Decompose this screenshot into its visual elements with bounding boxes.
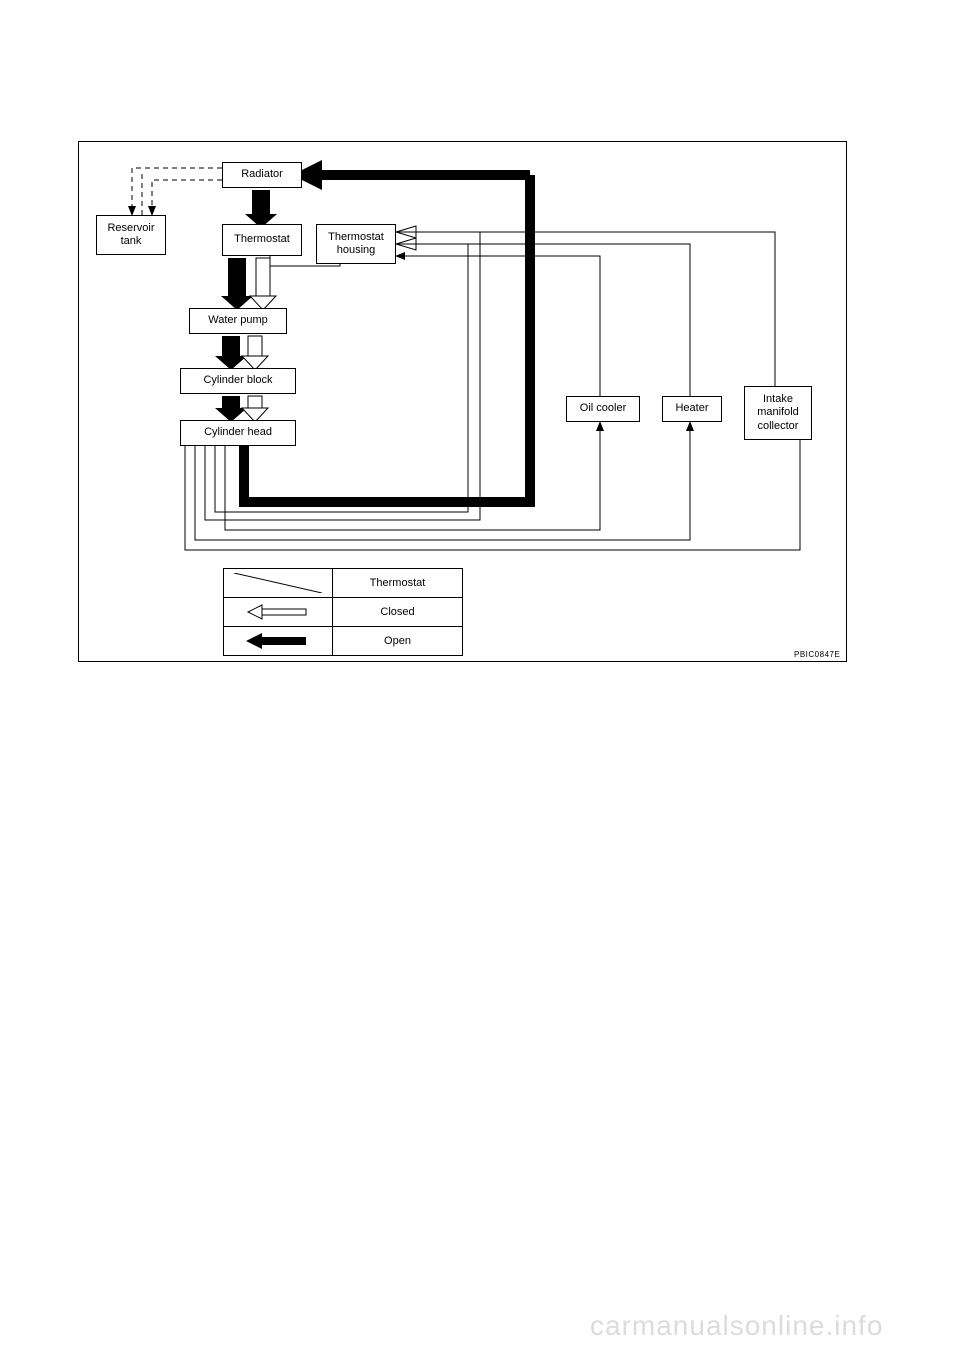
- label-thermostat: Thermostat: [234, 233, 290, 246]
- legend-label-closed: Closed: [333, 598, 463, 627]
- node-water-pump: Water pump: [189, 308, 287, 334]
- label-heater: Heater: [675, 402, 708, 415]
- node-thermostat: Thermostat: [222, 224, 302, 256]
- node-cylinder-block: Cylinder block: [180, 368, 296, 394]
- node-reservoir-tank: Reservoirtank: [96, 215, 166, 255]
- legend-table: Thermostat Closed Open: [223, 568, 463, 656]
- label-water-pump: Water pump: [208, 314, 268, 327]
- legend-label-open: Open: [333, 627, 463, 656]
- label-cylinder-block: Cylinder block: [203, 374, 272, 387]
- label-intake: Intakemanifoldcollector: [757, 393, 799, 433]
- label-reservoir: Reservoirtank: [107, 222, 154, 248]
- label-thermostat-housing: Thermostathousing: [328, 231, 384, 257]
- node-oil-cooler: Oil cooler: [566, 396, 640, 422]
- legend-header-label: Thermostat: [333, 569, 463, 598]
- node-thermostat-housing: Thermostathousing: [316, 224, 396, 264]
- figref-text: PBIC0847E: [794, 650, 840, 659]
- legend-arrow-open: [224, 627, 333, 656]
- label-oil-cooler: Oil cooler: [580, 402, 626, 415]
- watermark: carmanualsonline.info: [590, 1310, 883, 1342]
- legend-header-diag: [224, 569, 333, 598]
- watermark-text: carmanualsonline.info: [590, 1310, 883, 1341]
- node-heater: Heater: [662, 396, 722, 422]
- node-cylinder-head: Cylinder head: [180, 420, 296, 446]
- legend-arrow-closed: [224, 598, 333, 627]
- label-cylinder-head: Cylinder head: [204, 426, 272, 439]
- node-intake-manifold-collector: Intakemanifoldcollector: [744, 386, 812, 440]
- figure-reference: PBIC0847E: [794, 650, 840, 659]
- node-radiator: Radiator: [222, 162, 302, 188]
- label-radiator: Radiator: [241, 168, 283, 181]
